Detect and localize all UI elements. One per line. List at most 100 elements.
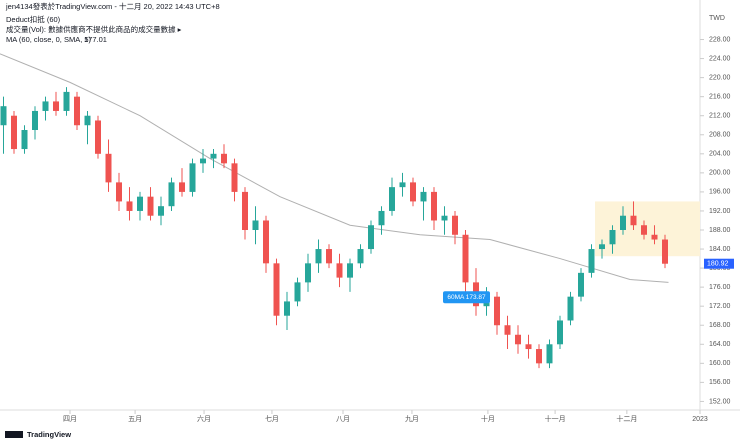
candle-body [378, 210, 385, 226]
candle-body [11, 115, 17, 150]
candle-body [147, 196, 154, 216]
candle-body [399, 182, 406, 188]
y-tick-label: 212.00 [709, 113, 731, 120]
byline: jen4134發表於TradingView.com - 十二月 20, 2022… [5, 1, 220, 11]
candle-body [74, 96, 80, 126]
candle-body [189, 163, 196, 192]
candle-body [651, 234, 658, 240]
candle-body [63, 91, 70, 111]
candle-body [179, 182, 185, 192]
candle-body [546, 344, 553, 364]
ma-value: 177.01 [84, 35, 107, 44]
candle-body [557, 320, 563, 345]
x-tick-label: 九月 [405, 414, 419, 423]
candle-body [200, 158, 206, 164]
x-tick-label: 四月 [63, 415, 77, 423]
candle-body [84, 115, 91, 126]
x-tick-label: 八月 [336, 415, 350, 423]
candle-body [630, 215, 637, 226]
symbol: Deduct扣抵 (60) [6, 14, 61, 24]
y-tick-label: 224.00 [709, 55, 731, 62]
candle-body [389, 187, 395, 211]
callout-box [443, 291, 490, 304]
candle-body [315, 249, 322, 264]
x-tick-label: 六月 [197, 414, 211, 423]
y-tick-label: 160.00 [709, 360, 731, 367]
y-tick-label: 156.00 [709, 379, 731, 386]
y-tick-label: 188.00 [709, 227, 731, 234]
candle-body [420, 191, 427, 202]
candle-body [221, 153, 227, 164]
ma-legend: MA (60, close, 0, SMA, 5) [6, 35, 92, 44]
candle-body [105, 153, 112, 183]
candle-body [347, 263, 353, 278]
candle-body [126, 201, 133, 211]
candle-body [609, 230, 616, 245]
y-tick-label: 176.00 [709, 284, 731, 291]
candle-body [641, 225, 647, 235]
candle-body [242, 191, 248, 230]
candle-body [599, 244, 605, 250]
y-tick-label: 168.00 [709, 322, 731, 329]
y-tick-label: 228.00 [709, 36, 731, 43]
candle-body [116, 182, 122, 202]
ma-line [0, 53, 669, 283]
y-tick-label: 216.00 [709, 94, 731, 101]
candle-body [231, 163, 238, 192]
logo: TradingView [27, 430, 71, 439]
x-tick-label: 五月 [128, 415, 142, 423]
candle-body [158, 206, 164, 216]
candle-body [494, 296, 500, 326]
x-tick-label: 七月 [265, 414, 279, 423]
candle-body [53, 101, 59, 111]
x-tick-label: 十月 [481, 414, 495, 423]
last-price-box [704, 258, 734, 269]
candle-body [137, 196, 143, 211]
candle-body [515, 334, 521, 345]
last-price-label: 180.92 [707, 261, 729, 268]
x-tick-label: 2023 [692, 416, 708, 423]
candle-body [32, 110, 38, 130]
candle-body [662, 239, 668, 264]
candle-body [368, 225, 374, 250]
highlight-box [595, 201, 700, 257]
currency: TWD [709, 15, 725, 22]
x-tick-label: 十二月 [616, 414, 637, 423]
candle-body [294, 282, 301, 302]
candle-body [0, 106, 7, 126]
candle-body [95, 120, 101, 154]
callout-label: 60MA 173.87 [447, 294, 486, 301]
candle-body [42, 101, 49, 111]
candle-body [263, 220, 269, 264]
x-tick-label: 十一月 [545, 414, 566, 423]
candle-body [536, 349, 542, 364]
candle-body [525, 344, 532, 350]
candle-body [588, 249, 595, 273]
y-tick-label: 164.00 [709, 341, 731, 348]
y-tick-label: 192.00 [709, 208, 731, 215]
candle-body [578, 272, 584, 297]
candle-body [462, 234, 469, 283]
y-tick-label: 200.00 [709, 170, 731, 177]
y-tick-label: 152.00 [709, 398, 731, 405]
y-tick-label: 184.00 [709, 246, 731, 253]
candle-body [431, 191, 437, 221]
logo-mark [5, 431, 23, 438]
candle-body [504, 325, 511, 335]
candle-body [567, 296, 574, 321]
candle-body [252, 220, 259, 230]
candle-body [441, 215, 448, 221]
candle-body [620, 215, 626, 230]
candle-body [305, 263, 311, 283]
volume-note: 成交量(Vol): 數據供應商不提供此商品的成交量數據 ▸ [6, 24, 182, 34]
candle-body [210, 153, 217, 159]
y-tick-label: 220.00 [709, 74, 731, 81]
candle-body [357, 249, 364, 264]
candle-body [336, 263, 343, 278]
candle-body [284, 301, 290, 316]
y-tick-label: 172.00 [709, 303, 731, 310]
y-tick-label: 196.00 [709, 189, 731, 196]
candle-body [326, 249, 332, 264]
candle-body [21, 130, 28, 150]
